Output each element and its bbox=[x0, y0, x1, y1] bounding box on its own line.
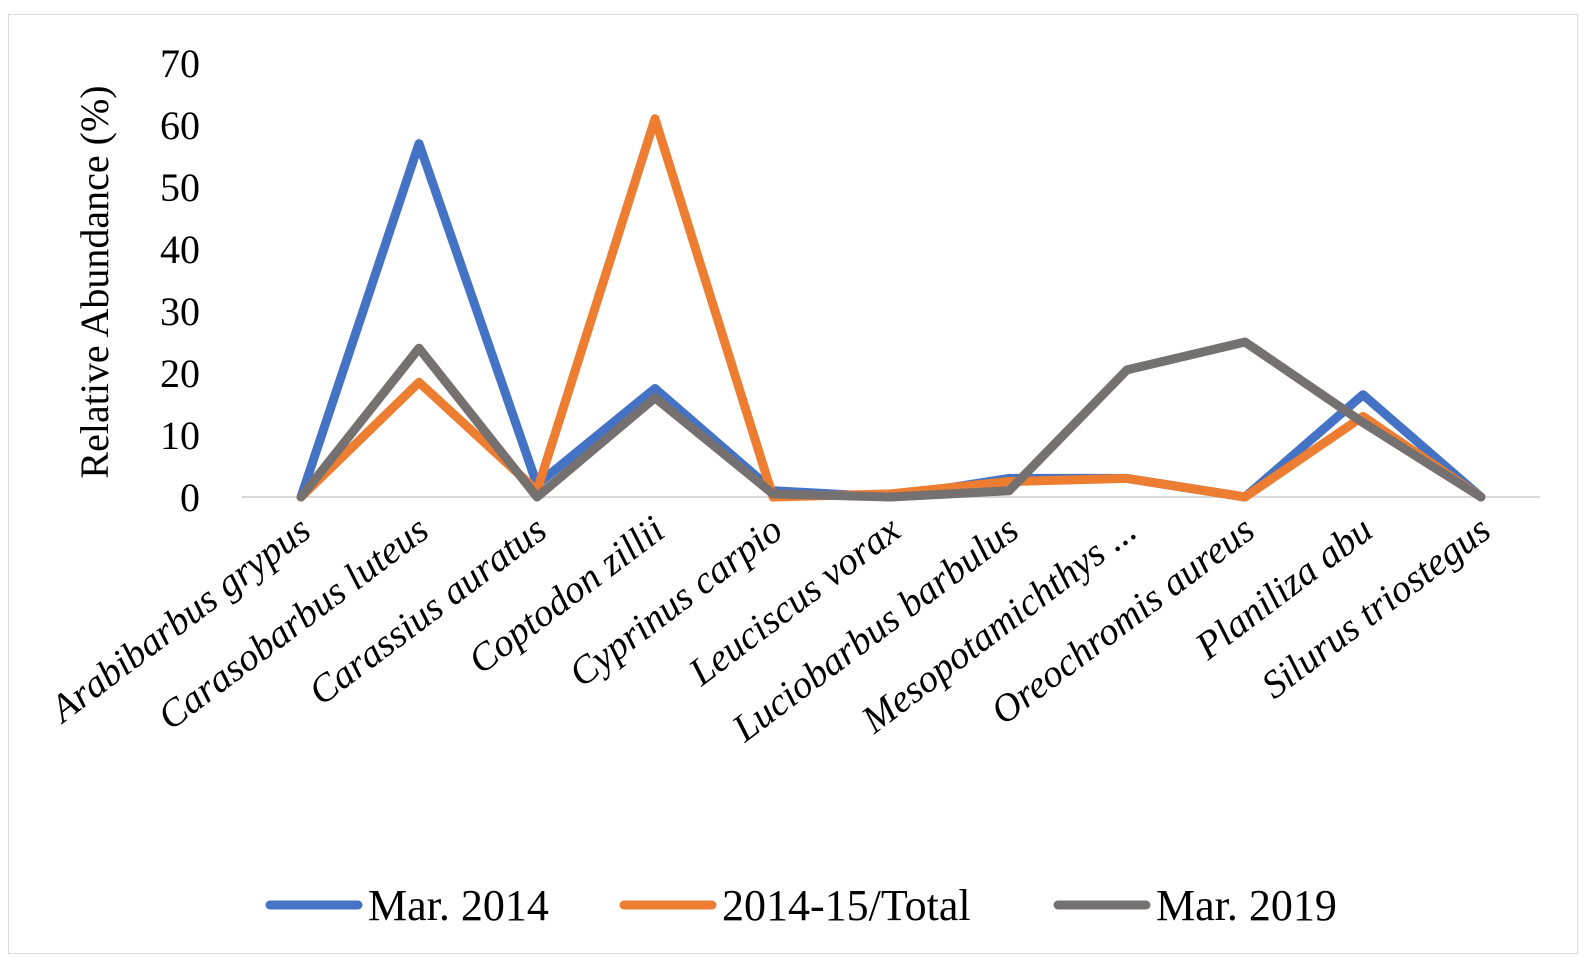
y-tick-label: 30 bbox=[160, 289, 200, 334]
legend-label: Mar. 2019 bbox=[1156, 881, 1337, 930]
data-point bbox=[536, 496, 538, 498]
y-tick-label: 40 bbox=[160, 227, 200, 272]
series-line-1[interactable] bbox=[296, 139, 1486, 502]
y-axis-title-group: Relative Abundance (%) bbox=[72, 85, 117, 478]
data-point bbox=[300, 496, 302, 498]
data-point bbox=[1362, 394, 1364, 396]
data-point bbox=[418, 381, 420, 383]
legend-item[interactable]: 2014-15/Total bbox=[619, 881, 971, 930]
data-point bbox=[1244, 341, 1246, 343]
data-point bbox=[1362, 415, 1364, 417]
y-tick-label: 10 bbox=[160, 413, 200, 458]
data-point bbox=[654, 388, 656, 389]
data-point bbox=[1008, 490, 1010, 492]
legend-label: 2014-15/Total bbox=[722, 881, 971, 930]
data-point bbox=[1480, 496, 1482, 498]
y-axis-ticks: 0 10 20 30 40 50 60 70 bbox=[160, 41, 200, 520]
data-point bbox=[418, 347, 420, 349]
legend-item[interactable]: Mar. 2014 bbox=[265, 881, 549, 930]
data-point bbox=[654, 397, 656, 399]
y-axis-title: Relative Abundance (%) bbox=[72, 85, 117, 478]
y-tick-label: 0 bbox=[180, 475, 200, 520]
legend-item[interactable]: Mar. 2019 bbox=[1053, 881, 1337, 930]
chart-frame bbox=[8, 14, 1578, 954]
data-point bbox=[772, 493, 774, 495]
data-point bbox=[1126, 477, 1128, 479]
data-point bbox=[654, 118, 656, 120]
y-tick-label: 20 bbox=[160, 351, 200, 396]
data-point bbox=[1126, 369, 1128, 371]
y-tick-label: 70 bbox=[160, 41, 200, 86]
series-line-3[interactable] bbox=[296, 337, 1486, 502]
data-point bbox=[1362, 422, 1364, 424]
data-point bbox=[1008, 481, 1010, 482]
y-tick-label: 50 bbox=[160, 165, 200, 210]
legend[interactable]: Mar. 2014 2014-15/Total Mar. 2019 bbox=[265, 881, 1337, 930]
data-point bbox=[418, 143, 420, 145]
data-point bbox=[890, 496, 892, 498]
series-lines bbox=[296, 114, 1486, 502]
legend-label: Mar. 2014 bbox=[368, 881, 549, 930]
x-tick-label: Cyprinus carpio bbox=[561, 508, 790, 696]
y-tick-label: 60 bbox=[160, 103, 200, 148]
data-point bbox=[1244, 496, 1246, 498]
